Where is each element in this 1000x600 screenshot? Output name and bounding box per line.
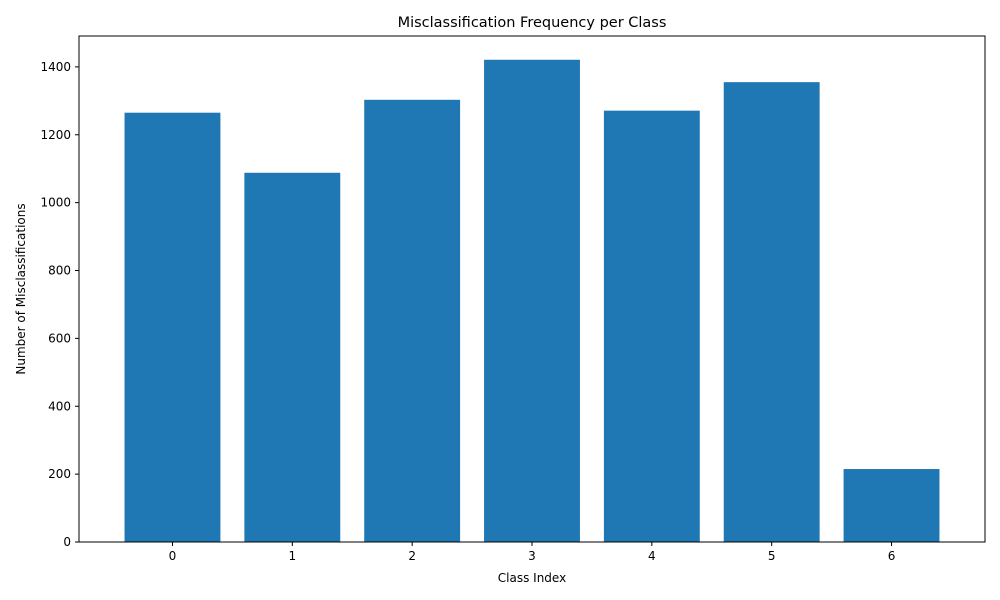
bar-class-4	[603, 110, 700, 542]
bars-group	[124, 59, 940, 543]
bar-class-2	[364, 99, 461, 542]
x-tick-label: 1	[288, 549, 296, 563]
y-tick-label: 1000	[40, 196, 71, 210]
bar-class-0	[124, 112, 221, 543]
bar-class-6	[843, 469, 940, 542]
y-tick-label: 600	[48, 331, 71, 345]
y-tick-label: 400	[48, 399, 71, 413]
chart-title: Misclassification Frequency per Class	[398, 15, 667, 31]
y-axis-ticks: 0 200 400 600 800 1000 1200 1400	[40, 60, 79, 549]
y-axis-label: Number of Misclassifications	[14, 203, 28, 374]
bar-class-5	[723, 82, 820, 542]
x-tick-label: 3	[528, 549, 536, 563]
x-tick-label: 0	[169, 549, 177, 563]
plot-frame	[78, 35, 986, 543]
y-tick-label: 1400	[40, 60, 71, 74]
y-tick-label: 1200	[40, 128, 71, 142]
x-tick-label: 2	[408, 549, 416, 563]
bar-class-3	[484, 59, 580, 543]
bar-class-1	[244, 172, 341, 542]
y-tick-label: 0	[63, 535, 71, 549]
x-tick-label: 6	[888, 549, 896, 563]
x-axis-ticks: 0 1 2 3 4 5 6	[169, 542, 896, 563]
x-tick-label: 4	[648, 549, 656, 563]
y-tick-label: 800	[48, 264, 71, 278]
x-axis-label: Class Index	[498, 571, 566, 585]
x-tick-label: 5	[768, 549, 776, 563]
y-tick-label: 200	[48, 467, 71, 481]
